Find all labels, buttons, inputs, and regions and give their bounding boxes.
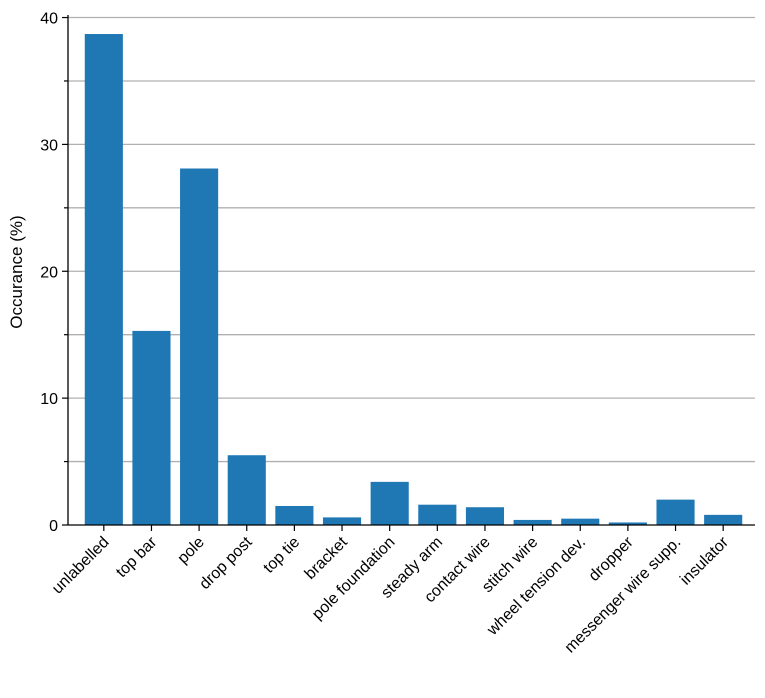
- x-tick-label: insulator: [677, 533, 732, 588]
- y-tick-label: 10: [40, 391, 58, 408]
- bar-messenger-wire-supp-: [656, 499, 695, 525]
- bar-wheel-tension-dev-: [561, 518, 600, 525]
- bar-top-tie: [275, 505, 314, 525]
- x-tick-label: pole foundation: [309, 534, 398, 623]
- y-tick-label: 30: [40, 137, 58, 154]
- bar-bracket: [322, 517, 362, 525]
- bar-insulator: [704, 514, 743, 525]
- x-tick-label: top bar: [113, 533, 161, 581]
- x-tick-label: pole: [175, 534, 208, 567]
- y-tick-label: 40: [40, 11, 58, 28]
- y-tick-label: 20: [40, 264, 58, 281]
- y-tick-labels: 0 10 20 30 40: [40, 11, 58, 535]
- bar-top-bar: [132, 330, 171, 525]
- y-tick-label: 0: [49, 518, 58, 535]
- y-axis-label: Occurance (%): [7, 215, 26, 328]
- grid-lines: [68, 16, 755, 463]
- x-tick-label: unlabelled: [49, 534, 113, 598]
- bars: [84, 34, 743, 526]
- bar-drop-post: [227, 455, 266, 525]
- x-tick-label: drop post: [196, 533, 256, 593]
- axes: [62, 15, 755, 531]
- bar-dropper: [608, 522, 647, 525]
- bar-contact-wire: [465, 507, 505, 525]
- bar-pole: [180, 168, 219, 526]
- bar-stitch-wire: [513, 519, 552, 525]
- bar-unlabelled: [84, 34, 123, 526]
- x-tick-label: top tie: [260, 534, 303, 577]
- bar-pole-foundation: [370, 481, 409, 525]
- bar-steady-arm: [418, 504, 457, 525]
